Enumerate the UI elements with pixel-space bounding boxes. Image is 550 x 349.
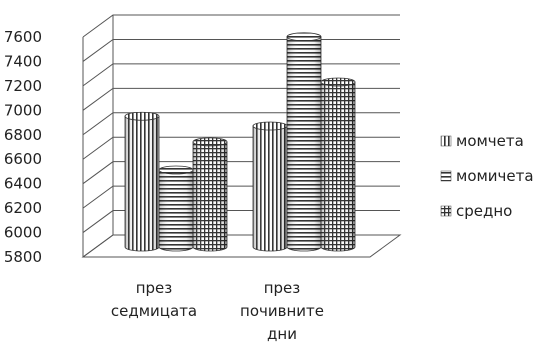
y-tick-label: 7600 (4, 28, 42, 46)
bar (192, 137, 228, 252)
bar (252, 121, 288, 252)
bar-shading (253, 126, 287, 251)
bars (124, 32, 356, 252)
bar (320, 77, 356, 252)
floor (81, 234, 402, 258)
bar-top (286, 32, 322, 42)
y-tick-label: 6200 (4, 199, 42, 217)
legend-item: момичета (440, 167, 534, 185)
y-tick-label: 6800 (4, 126, 42, 144)
y-tick-label: 7000 (4, 101, 42, 119)
legend-label: момичета (456, 167, 534, 185)
y-tick-label: 7400 (4, 52, 42, 70)
x-axis: през седмицата през почивните дни (111, 279, 324, 343)
gridline (82, 38, 400, 62)
bar-shading (159, 170, 193, 251)
bar-shading (287, 36, 321, 252)
legend: момчета момичета средно (440, 132, 534, 220)
bar-top (320, 77, 356, 87)
y-tick-label: 5800 (4, 248, 42, 266)
y-tick-label: 6400 (4, 175, 42, 193)
legend-item: момчета (440, 132, 524, 150)
bar-top (252, 121, 288, 131)
legend-swatch (440, 135, 452, 147)
y-tick-label: 7200 (4, 77, 42, 95)
legend-swatch (440, 205, 452, 217)
legend-item: средно (440, 202, 512, 220)
category-label: през седмицата (111, 279, 197, 320)
bar (124, 111, 160, 252)
bar-top (192, 137, 228, 147)
y-axis: 7600 7400 7200 7000 6800 6600 6400 6200 6000 5800 (4, 28, 42, 266)
y-tick-label: 6600 (4, 150, 42, 168)
bar-shading (193, 141, 227, 251)
legend-swatch (440, 170, 452, 182)
bar (158, 165, 194, 252)
bar-top (124, 111, 160, 121)
y-tick-label: 6000 (4, 224, 42, 242)
bar (286, 32, 322, 252)
category-label: през почивните дни (240, 279, 324, 343)
bar-shading (321, 82, 355, 251)
bar-top (158, 165, 194, 175)
legend-label: момчета (456, 132, 524, 150)
gridline (82, 14, 400, 38)
bar-shading (125, 116, 159, 251)
legend-label: средно (456, 202, 512, 220)
